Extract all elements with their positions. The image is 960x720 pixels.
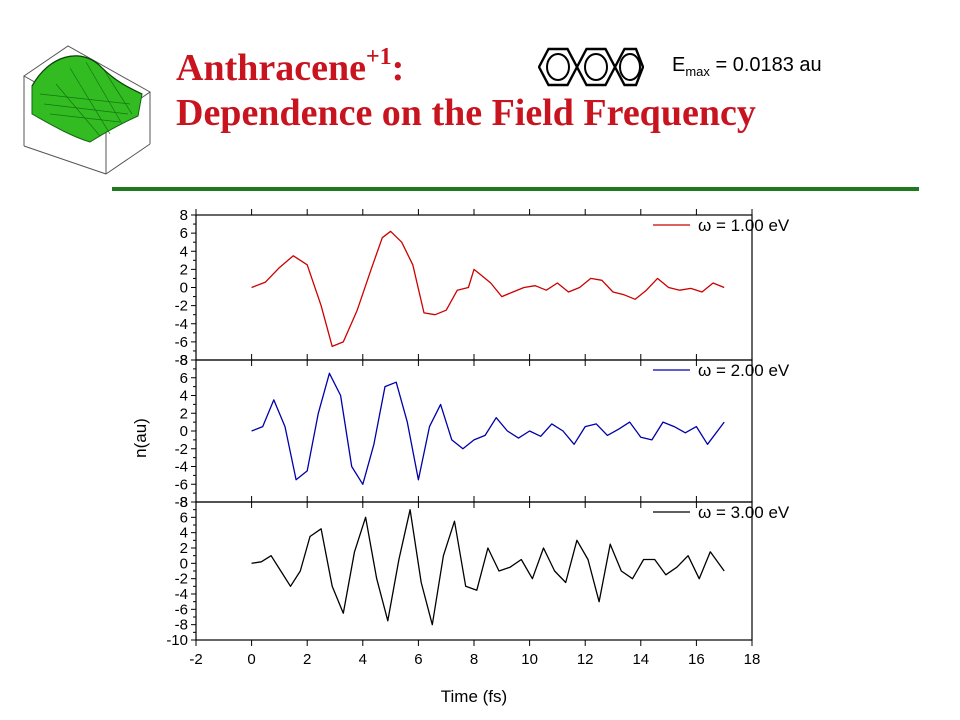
y-tick-label: 0: [180, 280, 188, 297]
series-line-1: [251, 230, 725, 348]
y-tick-label: 0: [180, 423, 188, 440]
y-tick-label: 4: [180, 388, 188, 405]
x-tick-label: 18: [744, 651, 761, 668]
legend-label-1: ω = 1.00 eV: [698, 216, 790, 235]
title-colon: :: [391, 47, 405, 89]
y-tick-label: -2: [175, 298, 188, 315]
surface-plot-icon: [23, 45, 151, 175]
y-tick-label: 2: [180, 261, 188, 278]
x-tick-label: 14: [632, 651, 649, 668]
y-tick-label: 0: [180, 555, 188, 572]
title-charge: +1: [365, 44, 392, 71]
x-tick-label: 4: [359, 651, 367, 668]
x-tick-label: 8: [470, 651, 478, 668]
field-amplitude-label: Emax = 0.0183 au: [672, 54, 822, 79]
emax-value: = 0.0183 au: [709, 54, 822, 76]
x-tick-label: 2: [303, 651, 311, 668]
y-tick-label: 2: [180, 405, 188, 422]
series-line-2: [251, 372, 725, 485]
plot-frame-3: [195, 501, 753, 641]
y-tick-label: -6: [175, 476, 188, 493]
y-tick-label: 8: [180, 494, 188, 511]
legend-label-2: ω = 2.00 eV: [698, 361, 790, 380]
plot-frame-2: [195, 359, 753, 503]
x-tick-label: 6: [414, 651, 422, 668]
y-tick-label: -8: [175, 494, 188, 511]
x-tick-label: 10: [521, 651, 538, 668]
slide-title: Anthracene+1: Dependence on the Field Fre…: [176, 44, 756, 136]
x-tick-label: 12: [577, 651, 594, 668]
y-tick-label: -4: [175, 586, 188, 603]
y-tick-label: -8: [175, 352, 188, 369]
y-tick-label: 4: [180, 243, 188, 260]
emax-symbol: E: [672, 54, 686, 76]
x-axis-label: Time (fs): [441, 687, 507, 706]
y-tick-label: -6: [175, 601, 188, 618]
y-tick-label: 8: [180, 207, 188, 224]
title-main: Anthracene: [176, 47, 366, 89]
y-tick-label: 6: [180, 370, 188, 387]
legend-label-3: ω = 3.00 eV: [698, 503, 790, 522]
emax-subscript: max: [685, 64, 710, 79]
y-tick-label: -8: [175, 617, 188, 634]
y-axis-label: n(au): [131, 418, 150, 458]
x-tick-label: -2: [189, 651, 202, 668]
y-tick-label: 4: [180, 525, 188, 542]
y-tick-label: 6: [180, 225, 188, 242]
series-line-3: [251, 509, 725, 626]
title-divider: [112, 187, 919, 191]
y-tick-label: -2: [175, 571, 188, 588]
y-tick-label: -6: [175, 334, 188, 351]
y-tick-label: 8: [180, 352, 188, 369]
y-tick-label: -4: [175, 316, 188, 333]
anthracene-icon: [538, 47, 644, 87]
y-tick-label: -4: [175, 459, 188, 476]
y-tick-label: 2: [180, 540, 188, 557]
y-tick-label: -10: [166, 632, 188, 649]
x-tick-label: 0: [247, 651, 255, 668]
y-tick-label: -2: [175, 441, 188, 458]
y-tick-label: 6: [180, 509, 188, 526]
title-line2: Dependence on the Field Frequency: [176, 92, 756, 134]
x-tick-label: 16: [688, 651, 705, 668]
